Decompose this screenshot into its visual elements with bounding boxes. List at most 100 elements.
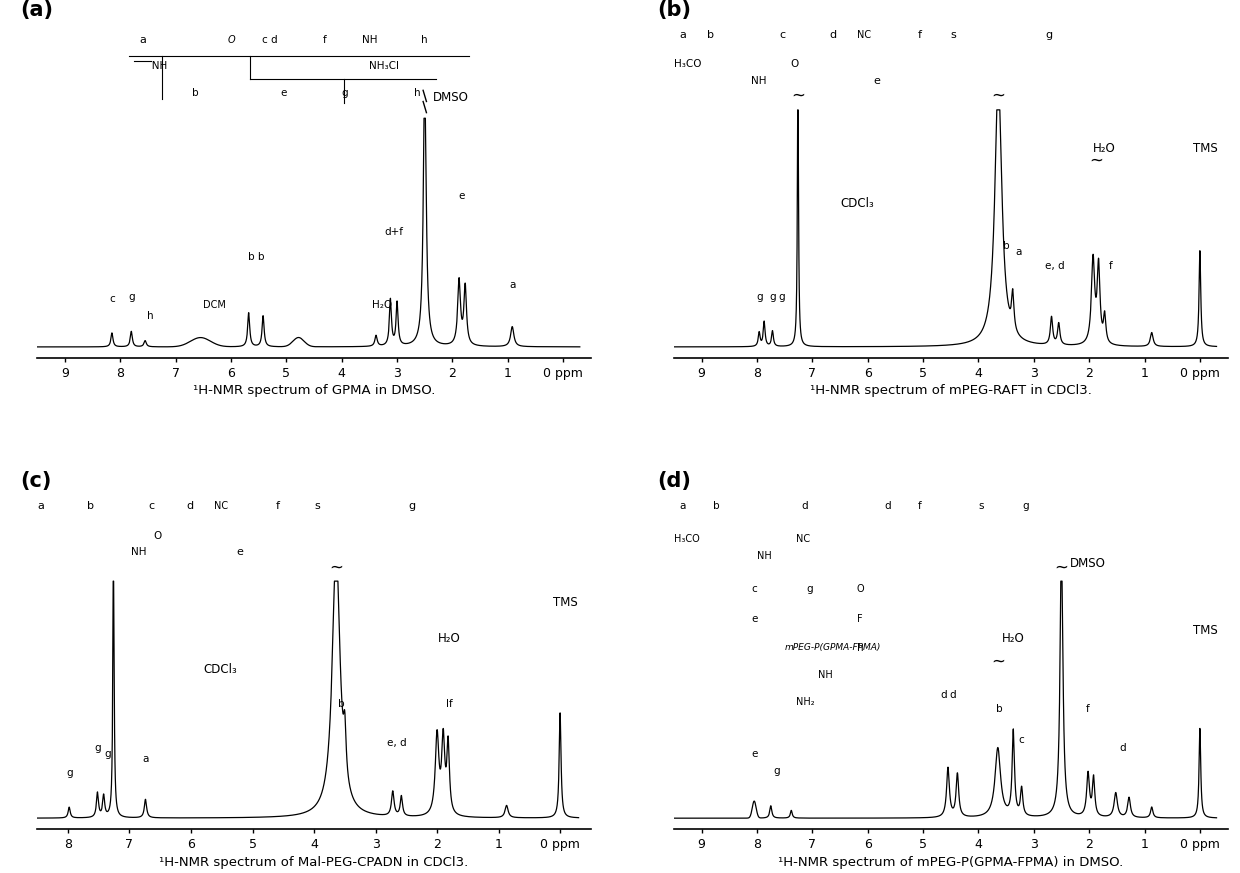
Text: (a): (a) — [21, 0, 53, 19]
Text: NH₂: NH₂ — [796, 697, 815, 706]
Text: H₂O: H₂O — [438, 633, 461, 645]
Text: b: b — [713, 501, 719, 511]
Text: e: e — [280, 88, 288, 98]
Text: NH: NH — [756, 551, 771, 560]
Text: ~: ~ — [1054, 558, 1069, 576]
X-axis label: ¹H-NMR spectrum of Mal-PEG-CPADN in CDCl3.: ¹H-NMR spectrum of Mal-PEG-CPADN in CDCl… — [160, 856, 469, 869]
Text: b: b — [996, 705, 1003, 714]
Text: g: g — [779, 292, 785, 301]
Text: TMS: TMS — [553, 596, 578, 609]
Text: h: h — [148, 311, 154, 321]
Text: g: g — [408, 501, 415, 511]
Text: a: a — [1016, 247, 1022, 257]
Text: b: b — [1003, 241, 1009, 251]
Text: e: e — [751, 749, 758, 759]
Text: c: c — [109, 294, 115, 305]
Text: f: f — [324, 35, 327, 45]
Text: CDCl₃: CDCl₃ — [203, 663, 237, 677]
Text: O: O — [857, 584, 864, 594]
Text: DCM: DCM — [203, 299, 226, 310]
Text: g: g — [769, 292, 776, 301]
Text: b b: b b — [248, 252, 264, 263]
Text: NC: NC — [796, 534, 810, 544]
Text: d: d — [801, 501, 808, 511]
Text: g: g — [104, 749, 112, 759]
Text: c: c — [779, 30, 785, 39]
Text: a: a — [510, 280, 516, 291]
Text: NH: NH — [131, 547, 146, 557]
Text: c: c — [148, 501, 154, 511]
Text: c: c — [751, 584, 758, 594]
Text: (c): (c) — [21, 471, 52, 491]
Text: O: O — [154, 531, 161, 540]
Text: ~: ~ — [1089, 151, 1102, 169]
Text: c: c — [1019, 735, 1024, 745]
Text: g: g — [773, 766, 780, 775]
Text: h: h — [414, 88, 420, 98]
Text: H₂O: H₂O — [1002, 633, 1024, 645]
Text: H₂O: H₂O — [1092, 141, 1116, 155]
Text: f: f — [1109, 261, 1112, 271]
Text: NH: NH — [143, 61, 167, 72]
Text: a: a — [37, 501, 45, 511]
Text: TMS: TMS — [1193, 141, 1218, 155]
Text: d: d — [884, 501, 892, 511]
Text: d: d — [949, 691, 956, 700]
Text: mPEG-P(GPMA-FPMA): mPEG-P(GPMA-FPMA) — [785, 643, 882, 652]
Text: (d): (d) — [657, 471, 691, 491]
Text: DMSO: DMSO — [1070, 557, 1106, 570]
Text: g: g — [66, 768, 72, 779]
Text: d: d — [830, 30, 836, 39]
Text: e: e — [459, 191, 465, 201]
Text: e: e — [751, 614, 758, 623]
Text: g: g — [1023, 501, 1029, 511]
Text: NH: NH — [818, 670, 832, 680]
Text: TMS: TMS — [1193, 624, 1218, 637]
Text: h: h — [857, 643, 863, 654]
Text: H₃CO: H₃CO — [673, 534, 699, 544]
Text: ~: ~ — [329, 558, 343, 576]
Text: e: e — [873, 76, 880, 86]
Text: c d: c d — [262, 35, 278, 45]
Text: NH₃Cl: NH₃Cl — [370, 61, 399, 72]
Text: ~: ~ — [791, 87, 805, 105]
Text: b: b — [339, 698, 345, 709]
Text: H₃CO: H₃CO — [673, 59, 702, 69]
Text: a: a — [139, 35, 146, 45]
X-axis label: ¹H-NMR spectrum of GPMA in DMSO.: ¹H-NMR spectrum of GPMA in DMSO. — [193, 384, 435, 397]
Text: f: f — [1086, 705, 1090, 714]
Text: s: s — [314, 501, 320, 511]
Text: O: O — [227, 35, 234, 45]
Text: g: g — [807, 584, 813, 594]
Text: DMSO: DMSO — [433, 92, 469, 105]
Text: g: g — [342, 88, 348, 98]
Text: NC: NC — [857, 30, 870, 39]
Text: g: g — [128, 292, 135, 301]
Text: e, d: e, d — [1045, 261, 1065, 271]
Text: b: b — [707, 30, 714, 39]
Text: d: d — [1118, 743, 1126, 753]
Text: d: d — [941, 691, 947, 700]
Text: F: F — [857, 614, 862, 623]
Text: b: b — [87, 501, 94, 511]
Text: f: f — [918, 501, 921, 511]
Text: lf: lf — [446, 698, 453, 709]
Text: f: f — [918, 30, 921, 39]
Text: O: O — [790, 59, 799, 69]
Text: e, d: e, d — [387, 738, 407, 747]
Text: h: h — [422, 35, 428, 45]
Text: d: d — [187, 501, 193, 511]
Text: ~: ~ — [991, 87, 1006, 105]
X-axis label: ¹H-NMR spectrum of mPEG-P(GPMA-FPMA) in DMSO.: ¹H-NMR spectrum of mPEG-P(GPMA-FPMA) in … — [779, 856, 1123, 869]
Text: f: f — [275, 501, 279, 511]
Text: d+f: d+f — [384, 227, 404, 237]
Text: g: g — [1045, 30, 1052, 39]
Text: a: a — [680, 30, 686, 39]
Text: g: g — [756, 292, 763, 301]
Text: H₂O: H₂O — [372, 299, 392, 310]
Text: (b): (b) — [657, 0, 692, 19]
Text: NH: NH — [362, 35, 377, 45]
Text: ~: ~ — [991, 653, 1004, 671]
Text: a: a — [680, 501, 686, 511]
Text: NH: NH — [751, 76, 766, 86]
